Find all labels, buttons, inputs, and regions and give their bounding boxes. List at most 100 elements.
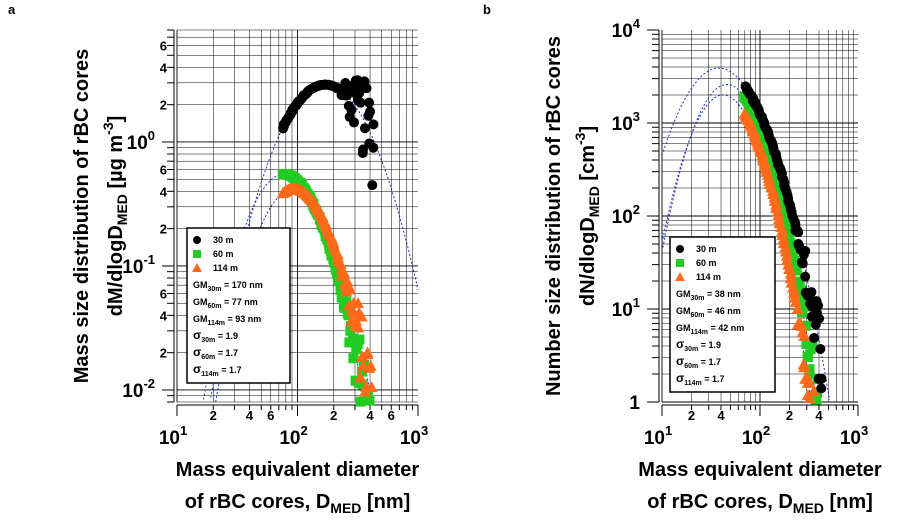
label-main: dM/dlogD <box>105 225 127 316</box>
data-point <box>364 395 375 406</box>
x-axis-label-line2: of rBC cores, DMED [nm] <box>185 491 411 516</box>
stat-sub: 30m <box>684 346 698 353</box>
data-point <box>784 272 797 284</box>
y-minor-tick-label: 6 <box>160 162 167 177</box>
y-axis-label-line2: dM/dlogDMED [µg m-3] <box>100 116 130 317</box>
data-point <box>341 296 352 307</box>
data-point <box>367 180 378 191</box>
legend-stat: σ30m = 1.9 <box>193 328 238 344</box>
data-point <box>368 142 379 153</box>
x-minor-tick-label: 2 <box>786 408 793 423</box>
data-point <box>358 144 369 155</box>
data-point <box>348 333 359 344</box>
legend-marker <box>675 272 685 281</box>
legend-marker <box>193 236 201 244</box>
tick-exp: 1 <box>633 295 640 310</box>
stat-pre: σ <box>193 362 201 376</box>
tick-exp: 3 <box>633 109 640 124</box>
label-main: of rBC cores, D <box>185 491 331 513</box>
data-points <box>276 75 379 407</box>
y-axis-label-line1: Number size distribution of rBC cores <box>543 36 565 396</box>
x-axis-label-line2: of rBC cores, DMED [nm] <box>647 491 873 516</box>
legend-stat: GM114m = 42 nm <box>676 323 744 336</box>
x-minor-tick-label: 4 <box>815 408 823 423</box>
legend-stat: σ60m = 1.7 <box>193 345 238 361</box>
legend-label: 30 m <box>696 244 717 254</box>
legend-label: 30 m <box>213 235 234 245</box>
tick-exp: 2 <box>633 202 640 217</box>
data-point <box>811 394 822 405</box>
data-point <box>788 291 801 303</box>
stat-post: = 93 nm <box>225 314 261 324</box>
data-point <box>816 373 827 384</box>
tick-exp: 4 <box>633 16 641 31</box>
data-point <box>364 97 375 108</box>
data-point <box>789 296 802 308</box>
stat-sub: 60m <box>201 354 215 361</box>
y-axis-label-line2: dN/dlogDMED [cm-3] <box>572 126 602 306</box>
stat-pre: GM <box>676 306 691 316</box>
tick-base: 10 <box>644 428 665 449</box>
data-point <box>804 369 815 380</box>
x-ticks <box>661 405 859 416</box>
y-tick-label: 103 <box>612 109 640 135</box>
label-tail: [cm <box>577 145 599 186</box>
stat-pre: σ <box>193 345 201 359</box>
x-axis-label-line1: Mass equivalent diameter <box>638 459 882 481</box>
tick-exp: 1 <box>665 423 672 438</box>
y-minor-tick-label: 6 <box>160 286 167 301</box>
stat-sub: 60m <box>691 312 705 319</box>
panel-label: a <box>8 2 16 17</box>
stat-post: = 1.7 <box>215 348 238 358</box>
data-point <box>791 302 804 314</box>
legend-label: 60 m <box>213 249 234 259</box>
series-114m <box>276 182 378 397</box>
x-minor-tick-label: 2 <box>210 408 217 423</box>
data-point <box>796 285 807 296</box>
stat-sub: 30m <box>201 337 215 344</box>
data-point <box>804 364 815 375</box>
data-point <box>807 342 818 353</box>
data-point <box>361 83 372 94</box>
tick-exp: 2 <box>763 423 770 438</box>
legend-stat: GM30m = 38 nm <box>676 289 741 302</box>
legend-label: 60 m <box>696 258 717 268</box>
y-minor-tick-label: 6 <box>160 38 167 53</box>
series-114m <box>738 107 820 404</box>
tick-base: 10 <box>742 428 763 449</box>
x-minor-tick-label: 2 <box>330 408 337 423</box>
x-tick-label: 101 <box>159 423 187 449</box>
stat-pre: σ <box>676 337 684 351</box>
data-point <box>357 366 368 377</box>
data-point <box>354 371 367 383</box>
data-point <box>351 344 362 355</box>
tick-base: 10 <box>612 21 633 42</box>
data-point <box>364 359 377 371</box>
legend-stat: GM60m = 77 nm <box>193 297 258 310</box>
y-ticks <box>162 29 174 403</box>
tick-exp: -2 <box>143 376 155 391</box>
x-tick-label: 103 <box>840 423 868 449</box>
stat-pre: σ <box>193 328 201 342</box>
x-minor-tick-label: 2 <box>688 408 695 423</box>
y-minor-tick-label: 4 <box>160 60 168 75</box>
tick-base: 10 <box>400 428 421 449</box>
data-point <box>814 313 825 324</box>
stat-post: = 1.7 <box>702 374 725 384</box>
stat-sub: 60m <box>684 363 698 370</box>
data-point <box>354 334 365 345</box>
label-tail: [nm] <box>824 491 873 513</box>
tick-base: 10 <box>127 133 148 154</box>
legend-marker <box>192 263 202 272</box>
y-tick-label: 1 <box>629 393 640 414</box>
data-point <box>798 330 811 342</box>
tick-base: 10 <box>612 300 633 321</box>
label-close: ] <box>105 116 127 123</box>
tick-exp: 3 <box>421 423 428 438</box>
legend-stat: σ114m = 1.7 <box>193 362 242 378</box>
legend-stat: GM30m = 170 nm <box>193 280 263 293</box>
data-point <box>334 258 347 270</box>
